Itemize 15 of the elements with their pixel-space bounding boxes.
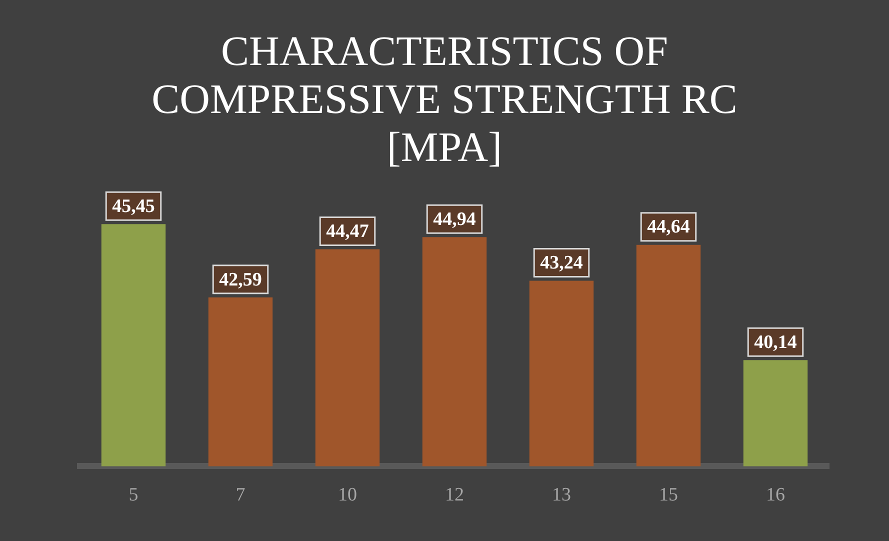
- data-label: 44,47: [326, 221, 370, 242]
- data-label: 42,59: [219, 269, 262, 290]
- chart-title: CHARACTERISTICS OF COMPRESSIVE STRENGTH RC [MPA]: [150, 28, 738, 172]
- x-tick-label: 5: [128, 484, 138, 506]
- data-label: 44,94: [433, 209, 476, 230]
- x-tick-label: 12: [445, 484, 464, 506]
- data-label: 45,45: [112, 196, 155, 217]
- x-tick-label: 7: [236, 484, 246, 506]
- data-label: 43,24: [540, 252, 584, 274]
- x-tick-label: 10: [338, 484, 357, 506]
- data-label: 40,14: [754, 332, 798, 354]
- data-label: 44,64: [647, 216, 690, 238]
- x-tick-label: 15: [659, 484, 678, 506]
- x-tick-label: 13: [552, 484, 571, 506]
- x-tick-label: 16: [766, 484, 785, 506]
